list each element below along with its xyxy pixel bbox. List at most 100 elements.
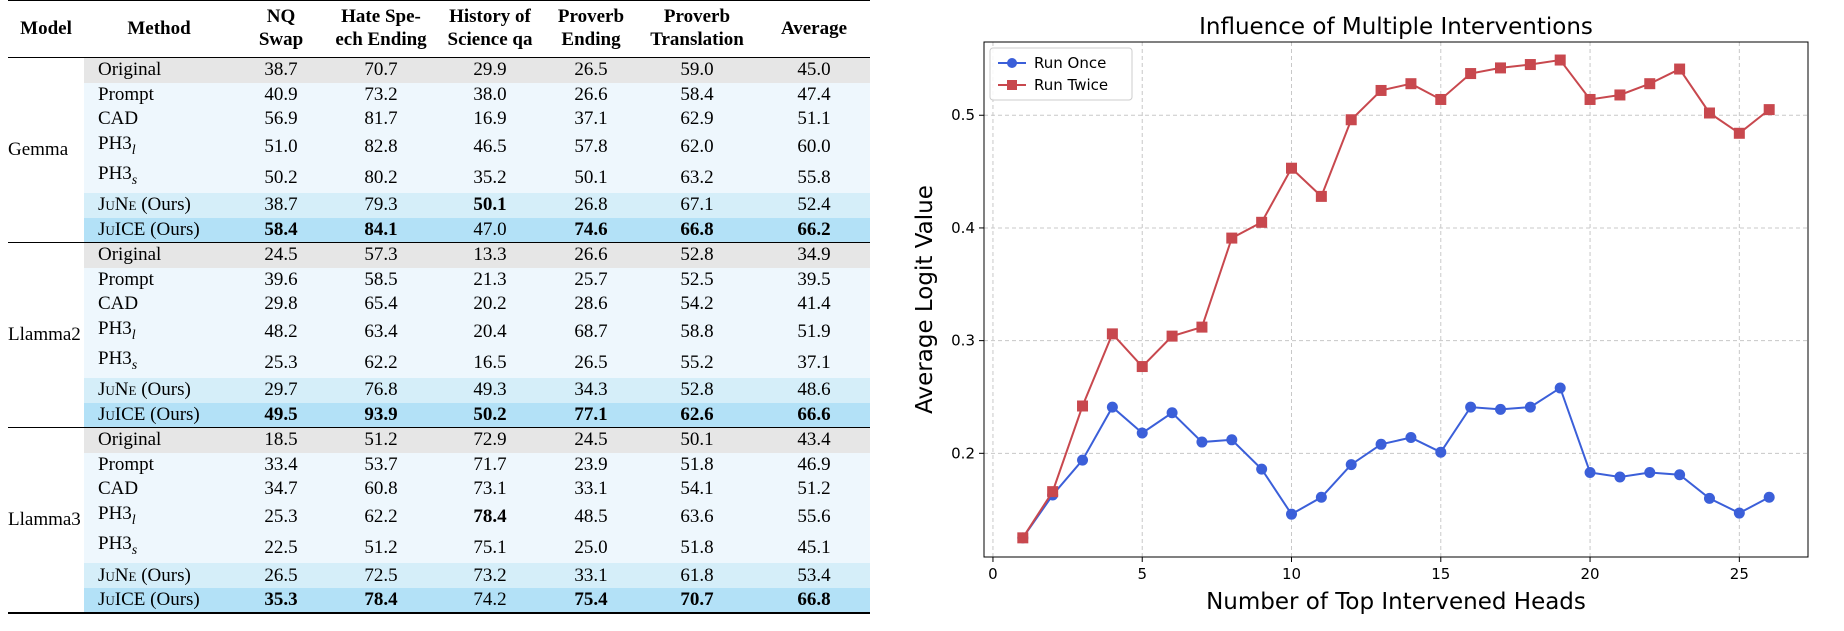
method-name: JuICE (Ours)	[84, 217, 234, 243]
table-cell: 13.3	[434, 242, 546, 268]
table-cell: 63.2	[636, 162, 758, 194]
table-cell: 77.1	[546, 402, 636, 428]
table-row: CAD 56.9 81.7 16.9 37.1 62.9 51.1	[8, 107, 870, 132]
table-cell: 49.3	[434, 378, 546, 403]
table-cell: 66.2	[758, 217, 870, 243]
table-cell: 51.2	[328, 532, 434, 564]
data-point-circle	[1375, 438, 1387, 450]
data-point-square	[1494, 62, 1506, 74]
method-name: Original	[84, 57, 234, 83]
table-cell: 16.5	[434, 347, 546, 379]
table-cell: 79.3	[328, 193, 434, 218]
method-name: PH3l	[84, 316, 234, 348]
x-tick-label: 5	[1137, 565, 1147, 583]
table-cell: 58.4	[234, 217, 328, 243]
data-point-circle	[1286, 508, 1298, 520]
table-cell: 25.3	[234, 347, 328, 379]
results-table-container: Model Method NQ Swap Hate Spe-ech Ending Hist…	[8, 0, 870, 614]
legend-box	[989, 47, 1133, 101]
data-point-square	[1703, 107, 1715, 119]
table-cell: 26.6	[546, 82, 636, 107]
table-cell: 55.8	[758, 162, 870, 194]
table-row: JuICE (Ours) 58.4 84.1 47.0 74.6 66.8 66.2	[8, 217, 870, 243]
legend-label: Run Once	[1034, 54, 1106, 72]
table-cell: 29.8	[234, 292, 328, 317]
table-cell: 55.6	[758, 501, 870, 533]
table-cell: 47.4	[758, 82, 870, 107]
table-cell: 22.5	[234, 532, 328, 564]
table-cell: 76.8	[328, 378, 434, 403]
table-cell: 48.5	[546, 501, 636, 533]
table-cell: 26.8	[546, 193, 636, 218]
column-header: History of Science qa	[447, 6, 533, 50]
table-cell: 60.0	[758, 131, 870, 163]
method-name: Original	[84, 242, 234, 268]
data-point-square	[1196, 321, 1208, 333]
column-header: Proverb Ending	[557, 6, 625, 50]
table-cell: 82.8	[328, 131, 434, 163]
method-name: PH3l	[84, 131, 234, 163]
table-cell: 58.5	[328, 267, 434, 293]
method-name: CAD	[84, 292, 234, 317]
table-row: Llamma2 Original 24.5 57.3 13.3 26.6 52.8 34.9	[8, 242, 870, 345]
table-cell: 25.3	[234, 501, 328, 533]
data-point-circle	[1733, 507, 1745, 519]
table-cell: 52.5	[636, 267, 758, 293]
data-point-circle	[1763, 491, 1775, 503]
table-cell: 81.7	[328, 107, 434, 132]
table-cell: 93.9	[328, 402, 434, 428]
table-cell: 33.4	[234, 452, 328, 478]
data-point-square	[1614, 89, 1626, 101]
table-cell: 29.7	[234, 378, 328, 403]
data-point-square	[1524, 59, 1536, 71]
series-line-1	[1021, 386, 1770, 539]
method-name: CAD	[84, 477, 234, 502]
method-name: Prompt	[84, 452, 234, 478]
method-name: Prompt	[84, 82, 234, 107]
table-cell: 72.5	[328, 563, 434, 588]
table-row: CAD 34.7 60.8 73.1 33.1 54.1 51.2	[8, 477, 870, 502]
table-row: PH3l 48.2 63.4 20.4 68.7 58.8 51.9	[8, 316, 870, 348]
table-cell: 58.8	[636, 316, 758, 348]
data-point-circle	[1315, 491, 1327, 503]
method-name: JuICE (Ours)	[84, 587, 234, 614]
column-header: Model	[20, 17, 72, 39]
data-point-square	[1405, 78, 1417, 90]
data-point-circle	[1584, 466, 1596, 478]
table-cell: 34.9	[758, 242, 870, 268]
table-cell: 74.6	[546, 217, 636, 243]
table-cell: 50.1	[434, 193, 546, 218]
table-cell: 26.5	[234, 563, 328, 588]
table-cell: 41.4	[758, 292, 870, 317]
table-cell: 51.8	[636, 452, 758, 478]
model-group-llamma2: Llamma2 Original 24.5 57.3 13.3 26.6 52.8 34.9 P…	[8, 242, 870, 428]
table-cell: 24.5	[546, 427, 636, 453]
method-name: JuNe (Ours)	[84, 378, 234, 403]
table-row: Prompt 39.6 58.5 21.3 25.7 52.5 39.5	[8, 267, 870, 293]
data-point-circle	[1345, 459, 1357, 471]
method-name: CAD	[84, 107, 234, 132]
table-cell: 66.8	[758, 587, 870, 614]
data-point-square	[1674, 63, 1686, 75]
method-name: Prompt	[84, 267, 234, 293]
table-cell: 63.6	[636, 501, 758, 533]
column-header: NQ Swap	[258, 6, 304, 50]
table-row: JuICE (Ours) 49.5 93.9 50.2 77.1 62.6 66.6	[8, 402, 870, 428]
table-cell: 21.3	[434, 267, 546, 293]
model-group-llamma3: Llamma3 Original 18.5 51.2 72.9 24.5 50.1 43.4 P…	[8, 427, 870, 614]
table-cell: 45.1	[758, 532, 870, 564]
table-row: PH3l 25.3 62.2 78.4 48.5 63.6 55.6	[8, 501, 870, 533]
data-point-square	[1763, 104, 1775, 116]
table-cell: 37.1	[546, 107, 636, 132]
y-tick-label: 0.4	[951, 219, 975, 237]
table-cell: 52.8	[636, 242, 758, 268]
data-point-square	[1345, 114, 1357, 126]
table-cell: 70.7	[636, 587, 758, 614]
table-cell: 51.8	[636, 532, 758, 564]
data-point-square	[1136, 361, 1148, 373]
table-cell: 62.2	[328, 347, 434, 379]
model-name: Llamma2	[8, 324, 81, 346]
data-point-square	[1435, 93, 1447, 105]
table-row: CAD 29.8 65.4 20.2 28.6 54.2 41.4	[8, 292, 870, 317]
data-point-square	[1465, 68, 1477, 80]
